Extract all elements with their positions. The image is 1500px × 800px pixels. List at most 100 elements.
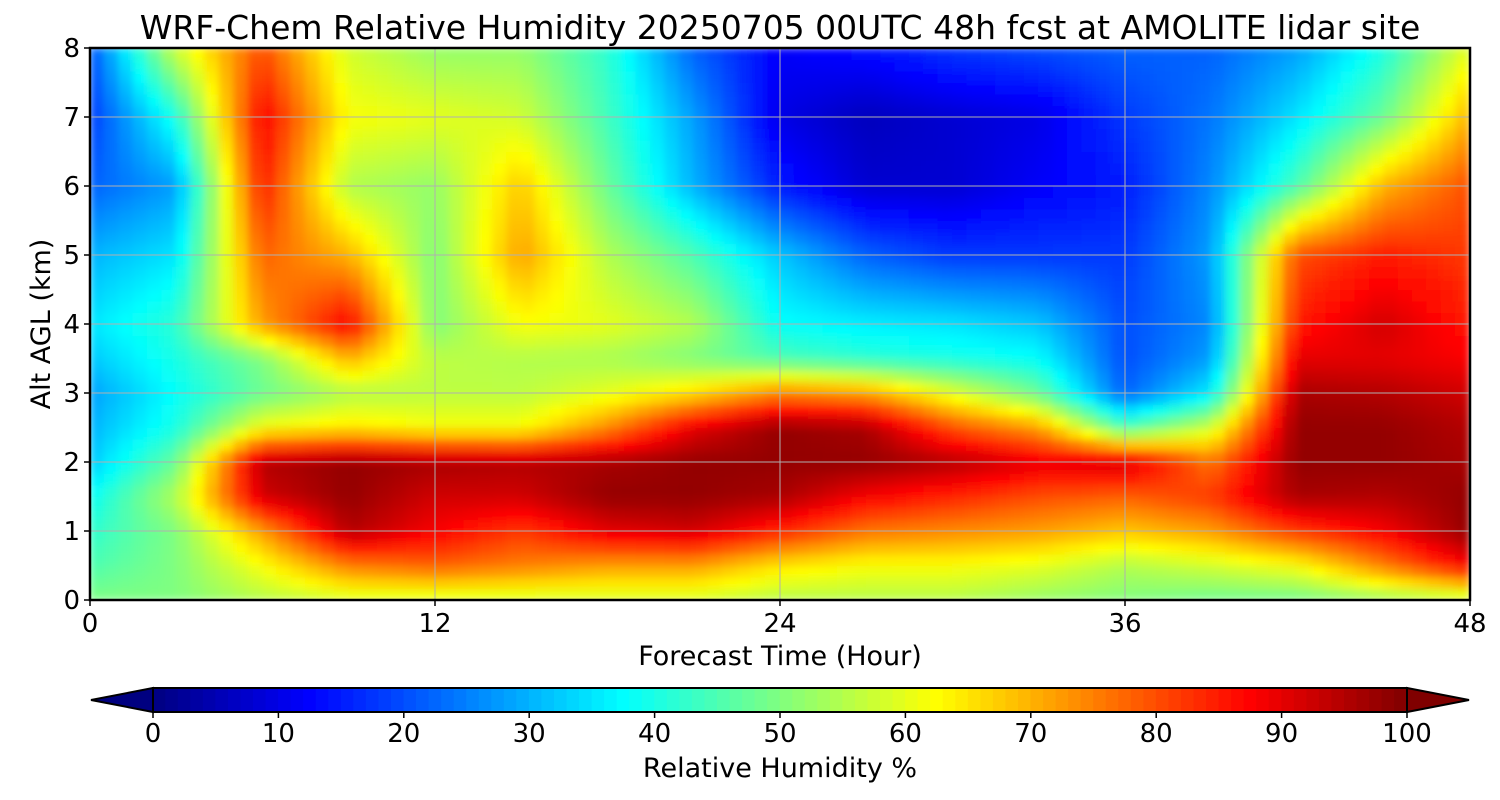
heatmap-cell	[980, 289, 997, 302]
heatmap-cell	[147, 381, 163, 394]
heatmap-cell	[492, 530, 508, 543]
heatmap-cell	[520, 243, 537, 256]
heatmap-cell	[333, 358, 350, 371]
heatmap-cell	[319, 576, 335, 589]
heatmap-cell	[923, 116, 939, 129]
heatmap-cell	[535, 231, 551, 244]
heatmap-cell	[535, 128, 551, 141]
heatmap-cell	[822, 369, 838, 382]
heatmap-cell	[1196, 289, 1212, 302]
heatmap-cell	[391, 369, 407, 382]
heatmap-cell	[722, 139, 738, 152]
heatmap-cell	[305, 530, 321, 543]
heatmap-cell	[420, 139, 436, 152]
heatmap-cell	[563, 220, 580, 233]
heatmap-cell	[348, 461, 364, 474]
heatmap-cell	[1052, 312, 1068, 325]
heatmap-cell	[693, 542, 709, 555]
heatmap-cell	[319, 266, 335, 279]
heatmap-cell	[1023, 335, 1040, 348]
heatmap-cell	[1167, 312, 1183, 325]
heatmap-cell	[520, 507, 537, 520]
heatmap-cell	[750, 438, 767, 451]
heatmap-cell	[578, 323, 594, 336]
heatmap-cell	[563, 266, 580, 279]
heatmap-cell	[290, 231, 307, 244]
heatmap-cell	[477, 162, 493, 175]
heatmap-cell	[722, 300, 738, 313]
heatmap-cell	[262, 404, 278, 417]
heatmap-cell	[391, 392, 407, 405]
heatmap-cell	[664, 266, 680, 279]
heatmap-cell	[1426, 139, 1442, 152]
heatmap-cell	[1325, 128, 1342, 141]
heatmap-cell	[420, 438, 436, 451]
heatmap-cell	[693, 369, 709, 382]
heatmap-cell	[1354, 162, 1370, 175]
heatmap-cell	[1038, 312, 1054, 325]
heatmap-cell	[549, 82, 565, 95]
heatmap-cell	[218, 162, 235, 175]
heatmap-cell	[1210, 565, 1227, 578]
heatmap-cell	[1311, 323, 1327, 336]
heatmap-cell	[980, 381, 997, 394]
heatmap-cell	[218, 277, 235, 290]
heatmap-cell	[1009, 185, 1025, 198]
heatmap-cell	[1167, 162, 1183, 175]
heatmap-cell	[1182, 450, 1198, 463]
heatmap-cell	[319, 530, 335, 543]
heatmap-cell	[1268, 105, 1284, 118]
heatmap-cell	[1354, 335, 1370, 348]
heatmap-cell	[865, 473, 882, 486]
heatmap-cell	[908, 496, 925, 509]
heatmap-cell	[908, 289, 925, 302]
heatmap-cell	[333, 162, 350, 175]
heatmap-cell	[103, 461, 120, 474]
heatmap-cell	[1009, 369, 1025, 382]
heatmap-cell	[937, 93, 953, 106]
heatmap-cell	[1052, 369, 1068, 382]
heatmap-cell	[132, 381, 148, 394]
heatmap-cell	[520, 542, 537, 555]
heatmap-cell	[218, 392, 235, 405]
heatmap-cell	[765, 300, 781, 313]
heatmap-cell	[1455, 346, 1470, 359]
colorbar-tick-label: 70	[1014, 719, 1047, 749]
heatmap-cell	[492, 576, 508, 589]
heatmap-cell	[765, 312, 781, 325]
heatmap-cell	[103, 231, 120, 244]
heatmap-cell	[995, 312, 1011, 325]
heatmap-cell	[549, 473, 565, 486]
heatmap-cell	[1412, 576, 1428, 589]
heatmap-cell	[1311, 358, 1327, 371]
heatmap-cell	[966, 381, 982, 394]
heatmap-cell	[477, 185, 493, 198]
heatmap-cell	[132, 231, 148, 244]
heatmap-cell	[477, 530, 493, 543]
heatmap-cell	[578, 185, 594, 198]
heatmap-cell	[103, 496, 120, 509]
heatmap-cell	[952, 105, 968, 118]
heatmap-cell	[348, 139, 364, 152]
heatmap-cell	[161, 48, 177, 60]
heatmap-cell	[937, 151, 953, 164]
heatmap-cell	[190, 174, 206, 187]
heatmap-cell	[132, 277, 148, 290]
heatmap-cell	[90, 323, 105, 336]
heatmap-cell	[348, 162, 364, 175]
heatmap-cell	[851, 162, 867, 175]
heatmap-cell	[736, 300, 752, 313]
heatmap-cell	[578, 427, 594, 440]
heatmap-cell	[894, 185, 910, 198]
heatmap-cell	[707, 48, 723, 60]
heatmap-cell	[937, 70, 953, 83]
heatmap-cell	[218, 576, 235, 589]
heatmap-cell	[535, 197, 551, 210]
heatmap-cell	[1038, 48, 1054, 60]
heatmap-cell	[621, 105, 637, 118]
heatmap-cell	[1325, 174, 1342, 187]
colorbar-band	[717, 688, 731, 712]
heatmap-cell	[204, 392, 220, 405]
heatmap-cell	[966, 70, 982, 83]
heatmap-cell	[980, 48, 997, 60]
